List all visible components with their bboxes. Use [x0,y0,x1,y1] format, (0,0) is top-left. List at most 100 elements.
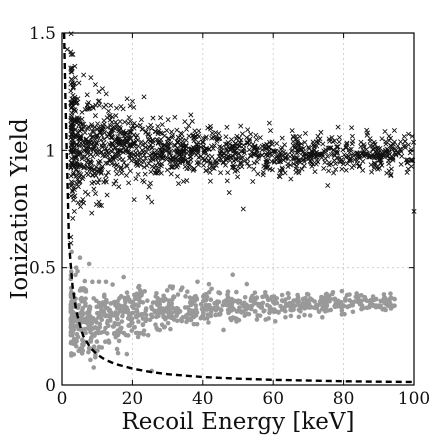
data-point-x [146,161,152,167]
data-point-dot [264,295,270,300]
data-point-x [224,178,230,184]
data-point-x [223,162,229,168]
data-point-x [235,151,241,157]
data-point-x [350,138,356,144]
data-point-x [238,123,244,129]
data-point-x [70,120,76,126]
data-point-x [70,171,76,177]
data-point-x [68,165,74,171]
data-point-dot [88,357,93,363]
data-point-x [164,154,170,160]
data-point-x [349,157,355,163]
data-point-x [158,170,164,176]
data-point-x [173,156,179,162]
data-point-dot [76,302,82,308]
data-point-x [131,141,137,147]
data-point-x [405,166,411,172]
data-point-x [402,143,408,149]
data-point-x [328,161,334,167]
threshold-dashed-line [62,32,415,384]
data-point-x [319,155,325,161]
data-point-x [341,152,347,158]
data-point-x [367,136,373,142]
threshold-curve [62,32,415,384]
data-point-x [106,131,112,137]
data-point-dot [122,303,128,309]
data-point-x [145,131,151,137]
data-point-dot [136,283,142,289]
data-point-x [194,146,200,152]
data-point-dot [126,297,132,303]
data-point-dot [318,297,324,303]
data-point-x [408,147,414,153]
data-point-x [391,139,397,145]
data-point-x [90,172,96,178]
data-point-dot [287,301,293,307]
data-point-dot [69,332,75,338]
data-point-dot [161,325,167,330]
data-point-x [148,122,154,128]
data-point-x [315,159,321,165]
data-point-x [241,158,247,164]
data-point-x [263,164,270,171]
data-point-dot [139,312,144,318]
data-point-x [101,136,107,142]
data-point-dot [98,309,103,315]
grid [62,33,414,385]
data-point-x [143,155,149,161]
data-point-x [409,157,415,163]
data-point-dot [73,344,79,349]
data-point-x [296,149,302,155]
data-point-x [147,180,153,186]
data-point-dot [136,319,141,324]
data-point-x [89,124,95,130]
data-point-dot [68,302,74,307]
data-point-dot [359,303,365,309]
data-point-x [70,103,76,109]
data-point-x [128,158,134,164]
data-point-dot [95,348,100,353]
data-point-x [96,89,102,95]
data-point-x [289,128,295,134]
data-point-x [303,152,309,158]
data-point-x [330,139,336,145]
data-point-x [116,153,122,159]
data-point-x [184,178,190,184]
data-point-dot [262,289,268,295]
data-point-x [115,137,121,143]
data-point-x [259,152,265,158]
data-point-x [248,131,254,137]
data-point-x [239,131,245,137]
data-point-dot [316,309,322,315]
data-point-x [159,122,165,128]
data-point-x [113,151,119,157]
data-point-x [245,160,251,166]
data-point-x [344,141,350,148]
data-point-x [94,141,100,147]
x-tick-label: 60 [262,389,284,409]
axis-ticks: 0 20 40 60 80 100 0 0.5 1 1.5 [29,24,430,409]
data-point-dot [367,302,373,308]
data-point-x [209,154,215,160]
data-point-dot [378,298,384,304]
data-point-x [100,153,106,159]
data-point-x [224,124,230,130]
data-point-x [216,136,222,142]
data-point-x [294,147,300,153]
data-point-dot [159,309,164,314]
data-point-x [312,154,318,160]
data-point-x [331,170,337,176]
data-point-dot [145,332,151,338]
data-point-x [189,118,195,124]
data-point-x [378,160,384,166]
data-point-dot [363,297,368,302]
data-point-dot [174,306,180,311]
data-point-x [77,204,83,210]
data-point-dot [230,272,236,278]
data-point-x [68,65,74,71]
data-point-x [201,162,207,168]
data-point-dot [328,307,333,313]
data-point-x [69,123,75,130]
data-point-dot [286,295,292,301]
data-point-x [344,161,350,167]
